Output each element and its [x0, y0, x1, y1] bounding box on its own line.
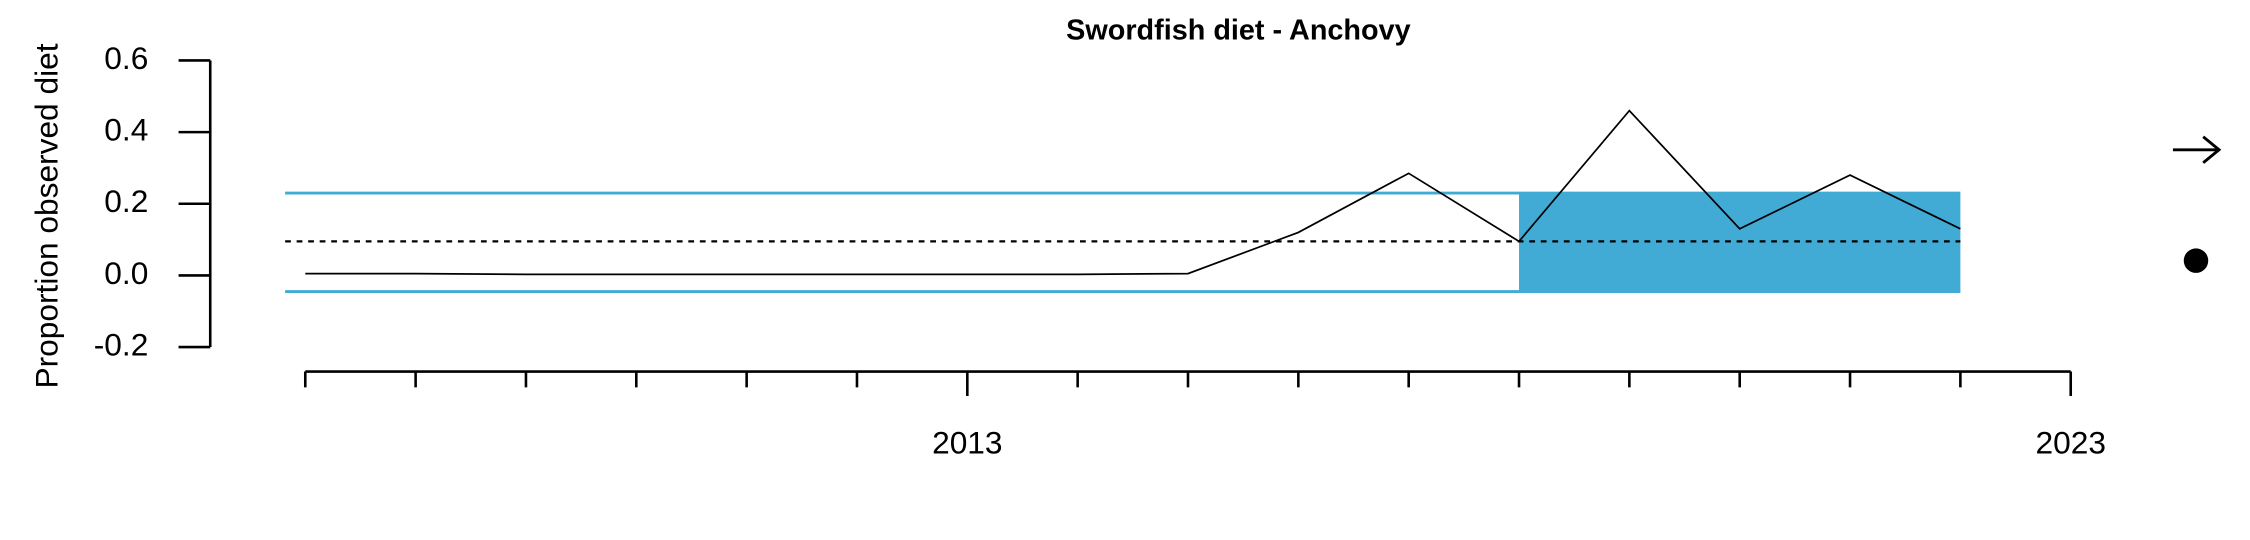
- y-tick-label: 0.2: [104, 183, 148, 219]
- chart-title: Swordfish diet - Anchovy: [1066, 14, 1411, 46]
- data-line: [305, 109, 1961, 276]
- trend-arrow: [2172, 135, 2222, 164]
- y-tick-label: 0.4: [104, 111, 148, 147]
- status-dot: [2183, 248, 2209, 273]
- x-tick-label: 2013: [932, 424, 1002, 460]
- y-tick-label: -0.2: [94, 326, 149, 362]
- y-axis-label: Proportion observed diet: [28, 43, 64, 388]
- y-tick-label: 0.6: [104, 40, 148, 76]
- y-tick-label: 0.0: [104, 255, 148, 291]
- x-tick-label: 2023: [2035, 424, 2105, 460]
